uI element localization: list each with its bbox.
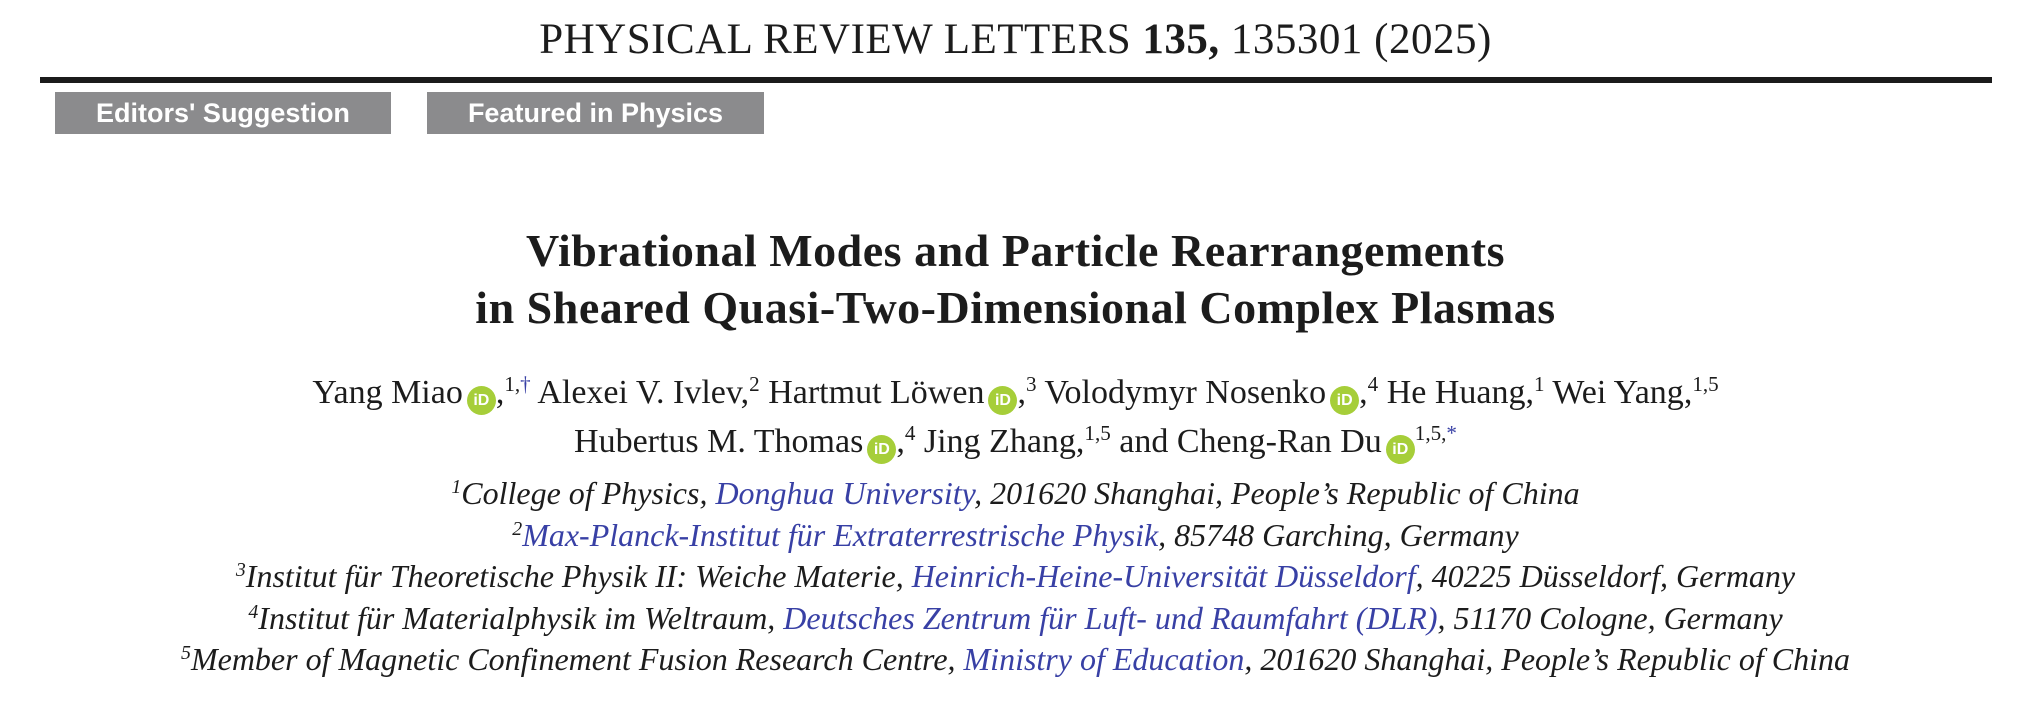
header-rule	[40, 77, 1992, 83]
author-affiliation-sup: 4	[1367, 372, 1379, 397]
author-line: Hubertus M. Thomas iD ,4 Jing Zhang,1,5 an…	[0, 417, 2031, 466]
affiliation-text: , 51170 Cologne, Germany	[1437, 599, 1783, 636]
journal-header: PHYSICAL REVIEW LETTERS 135, 135301 (202…	[0, 15, 2031, 64]
author-name: Jing Zhang	[923, 423, 1076, 460]
author: Volodymyr Nosenko iD ,4	[1044, 372, 1379, 415]
journal-article-number: 135301 (2025)	[1219, 16, 1492, 63]
author-name: Hartmut Löwen	[768, 374, 985, 411]
affiliation-text: , 201620 Shanghai, People’s Republic of …	[974, 475, 1580, 511]
affiliation-link[interactable]: Heinrich-Heine-Universität Düsseldorf	[911, 558, 1416, 594]
affiliation: 2Max-Planck-Institut für Extraterrestris…	[0, 515, 2031, 557]
author: and Cheng-Ran Du iD1,5,*	[1119, 421, 1457, 464]
paper-title-line2: in Sheared Quasi-Two-Dimensional Complex…	[475, 282, 1556, 333]
author-line: Yang Miao iD ,1,† Alexei V. Ivlev,2 Hartmu…	[0, 368, 2031, 417]
orcid-icon[interactable]: iD	[867, 435, 897, 464]
affiliation: 1College of Physics, Donghua University,…	[0, 473, 2031, 515]
author-affiliation-sup: 1,5	[1692, 372, 1719, 397]
orcid-icon[interactable]: iD	[466, 386, 496, 415]
badge-row: Editors' Suggestion Featured in Physics	[55, 92, 2031, 134]
badge-featured-in-physics[interactable]: Featured in Physics	[426, 92, 765, 134]
author-affiliation-sup: 1,5	[1084, 421, 1111, 446]
author-name: Wei Yang	[1552, 374, 1684, 411]
affiliation-link[interactable]: Deutsches Zentrum für Luft- und Raumfahr…	[783, 599, 1438, 636]
affiliation-number: 1	[451, 476, 462, 499]
author-affiliation-sup: 1,†	[504, 372, 531, 397]
author-name: Volodymyr Nosenko	[1044, 374, 1327, 411]
affiliation-text: , 201620 Shanghai, People’s Republic of …	[1244, 641, 1850, 677]
affiliation: 3Institut für Theoretische Physik II: We…	[0, 556, 2031, 598]
affiliation-text: Institut für Materialphysik im Weltraum,	[258, 599, 784, 636]
affiliation-text: Member of Magnetic Confinement Fusion Re…	[190, 641, 964, 677]
author: Jing Zhang,1,5	[923, 421, 1111, 460]
footnote-marker-link[interactable]: *	[1446, 421, 1457, 446]
author-name: Alexei V. Ivlev	[537, 374, 741, 411]
affiliation-number: 4	[248, 600, 259, 623]
journal-volume: 135,	[1142, 16, 1220, 63]
affiliation-number: 3	[235, 559, 246, 582]
author-name: and Cheng-Ran Du	[1119, 423, 1382, 460]
affiliation-link[interactable]: Ministry of Education	[963, 641, 1245, 677]
author-name: Yang Miao	[312, 374, 463, 411]
affiliation: 4Institut für Materialphysik im Weltraum…	[0, 598, 2031, 640]
author-affiliation-sup: 1,5,*	[1414, 421, 1457, 446]
author: Hartmut Löwen iD ,3	[768, 372, 1037, 415]
orcid-icon[interactable]: iD	[988, 386, 1018, 415]
affiliation-text: , 85748 Garching, Germany	[1158, 516, 1519, 553]
badge-editors-suggestion[interactable]: Editors' Suggestion	[55, 92, 391, 134]
journal-name: PHYSICAL REVIEW LETTERS	[539, 16, 1143, 63]
affiliation-text: , 40225 Düsseldorf, Germany	[1415, 558, 1796, 594]
author-affiliation-sup: 3	[1025, 372, 1037, 397]
author: He Huang,1	[1386, 372, 1545, 411]
author: Alexei V. Ivlev,2	[537, 372, 760, 411]
affiliation-text: College of Physics,	[461, 475, 716, 511]
paper-title-line1: Vibrational Modes and Particle Rearrange…	[526, 225, 1505, 276]
author-affiliation-sup: 1	[1533, 372, 1545, 397]
author-list: Yang Miao iD ,1,† Alexei V. Ivlev,2 Hartmu…	[0, 368, 2031, 466]
footnote-marker-link[interactable]: †	[520, 372, 531, 397]
author: Yang Miao iD ,1,†	[312, 372, 531, 415]
author: Wei Yang,1,5	[1552, 372, 1719, 411]
paper-title: Vibrational Modes and Particle Rearrange…	[0, 222, 2031, 336]
author-affiliation-sup: 2	[749, 372, 760, 397]
affiliation-link[interactable]: Donghua University	[715, 475, 975, 511]
affiliation-number: 2	[512, 517, 523, 540]
affiliation-link[interactable]: Max-Planck-Institut für Extraterrestrisc…	[522, 516, 1159, 553]
author-name: Hubertus M. Thomas	[574, 423, 864, 460]
author-affiliation-sup: 4	[904, 421, 916, 446]
affiliation-text: Institut für Theoretische Physik II: Wei…	[245, 558, 912, 594]
affiliation-list: 1College of Physics, Donghua University,…	[0, 473, 2031, 681]
author-name: He Huang	[1386, 374, 1526, 411]
author: Hubertus M. Thomas iD ,4	[574, 421, 916, 464]
affiliation-number: 5	[181, 642, 191, 665]
affiliation: 5Member of Magnetic Confinement Fusion R…	[0, 639, 2031, 681]
orcid-icon[interactable]: iD	[1330, 386, 1360, 415]
orcid-icon[interactable]: iD	[1385, 435, 1415, 464]
